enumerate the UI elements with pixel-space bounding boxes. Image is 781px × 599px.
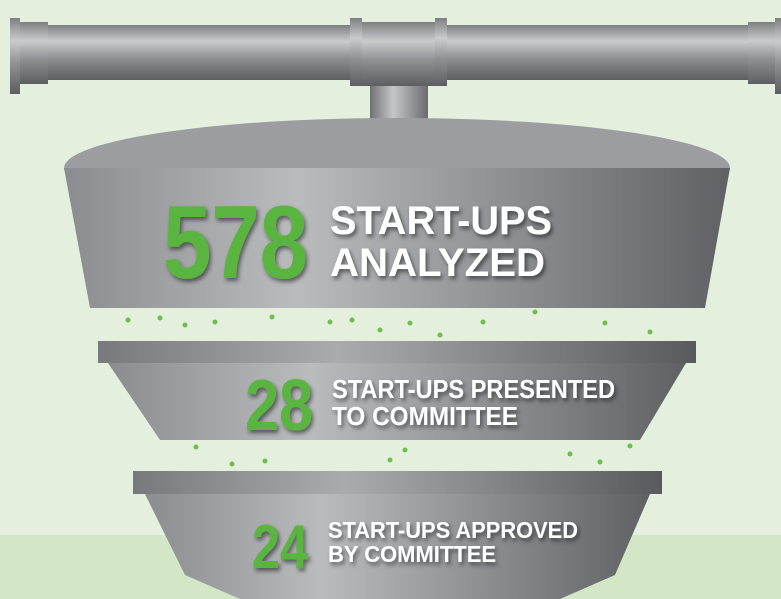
flange — [20, 22, 48, 84]
flange — [775, 18, 781, 94]
dot — [270, 315, 275, 320]
page: 578 START-UPS ANALYZED 28 START-UPS PRES… — [0, 0, 781, 599]
dot — [403, 448, 408, 453]
dot — [598, 460, 603, 465]
dot — [350, 318, 355, 323]
dot — [378, 328, 383, 333]
stage-label: ANALYZED — [330, 241, 545, 285]
flange — [435, 18, 447, 86]
stage-label: START-UPS — [330, 199, 552, 243]
dot — [408, 321, 413, 326]
dot — [158, 316, 163, 321]
dot — [568, 452, 573, 457]
stage-label: BY COMMITTEE — [328, 541, 496, 567]
dot — [388, 458, 393, 463]
funnel-ring — [133, 471, 662, 494]
dot — [533, 310, 538, 315]
dot — [328, 320, 333, 325]
stage-number: 578 — [163, 185, 308, 301]
dot — [481, 320, 486, 325]
dot — [230, 462, 235, 467]
flange — [350, 18, 362, 86]
stage-label: START-UPS PRESENTED — [332, 374, 615, 404]
stage-number: 24 — [252, 513, 308, 582]
dot — [438, 333, 443, 338]
dot — [194, 445, 199, 450]
dot — [213, 320, 218, 325]
stage-label: TO COMMITTEE — [332, 401, 518, 431]
t-junction — [360, 22, 438, 86]
flange — [10, 18, 20, 94]
dot — [263, 459, 268, 464]
funnel-infographic: 578 START-UPS ANALYZED 28 START-UPS PRES… — [0, 0, 781, 599]
stage-number: 28 — [245, 366, 313, 446]
stage-label: START-UPS APPROVED — [328, 517, 578, 543]
dot — [126, 318, 131, 323]
dot — [183, 323, 188, 328]
dot — [648, 330, 653, 335]
flange — [748, 22, 776, 84]
dot — [603, 321, 608, 326]
funnel-ring — [98, 341, 696, 363]
dot — [628, 444, 633, 449]
